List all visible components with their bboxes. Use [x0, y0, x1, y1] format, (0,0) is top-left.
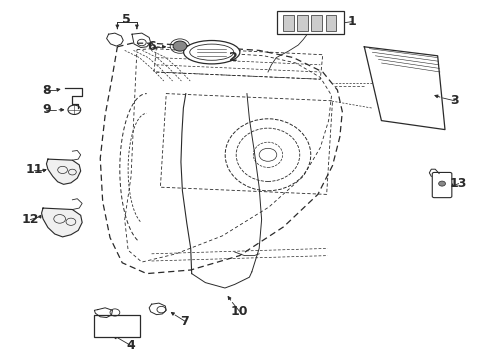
FancyBboxPatch shape [297, 15, 307, 31]
Text: 6: 6 [147, 40, 156, 53]
Text: 11: 11 [25, 163, 43, 176]
FancyBboxPatch shape [283, 15, 293, 31]
Text: 8: 8 [42, 84, 51, 96]
Circle shape [173, 41, 186, 51]
Text: 10: 10 [230, 305, 248, 318]
Text: 9: 9 [42, 103, 51, 116]
Text: 5: 5 [122, 13, 130, 26]
Text: 1: 1 [347, 15, 356, 28]
Text: 2: 2 [229, 51, 238, 64]
FancyBboxPatch shape [431, 172, 451, 198]
Polygon shape [46, 159, 81, 184]
Polygon shape [41, 208, 82, 237]
FancyBboxPatch shape [325, 15, 336, 31]
FancyBboxPatch shape [277, 11, 343, 34]
Text: 3: 3 [449, 94, 458, 107]
Circle shape [438, 181, 445, 186]
Text: 4: 4 [126, 339, 135, 352]
Text: 13: 13 [449, 177, 467, 190]
Text: 7: 7 [180, 315, 189, 328]
FancyBboxPatch shape [94, 315, 140, 337]
Text: 12: 12 [21, 213, 39, 226]
Ellipse shape [183, 40, 239, 64]
FancyBboxPatch shape [311, 15, 322, 31]
